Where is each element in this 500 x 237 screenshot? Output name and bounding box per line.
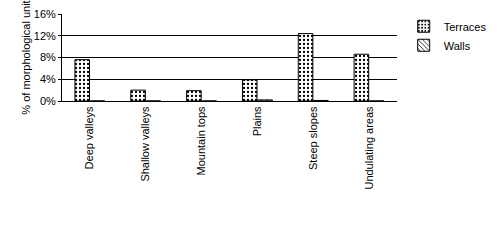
svg-text:Shallow valleys: Shallow valleys bbox=[139, 106, 151, 182]
svg-text:Deep valleys: Deep valleys bbox=[83, 106, 95, 169]
svg-text:% of morphological unit: % of morphological unit bbox=[20, 0, 32, 114]
svg-text:Walls: Walls bbox=[444, 40, 471, 52]
svg-text:Plains: Plains bbox=[251, 106, 263, 136]
svg-text:Undulating areas: Undulating areas bbox=[363, 106, 375, 190]
svg-text:8%: 8% bbox=[40, 51, 56, 63]
svg-text:12%: 12% bbox=[34, 30, 56, 42]
svg-text:Steep slopes: Steep slopes bbox=[307, 106, 319, 170]
svg-text:0%: 0% bbox=[40, 95, 56, 107]
svg-text:16%: 16% bbox=[34, 8, 56, 20]
svg-text:Terraces: Terraces bbox=[444, 21, 487, 33]
svg-text:Mountain tops: Mountain tops bbox=[195, 106, 207, 176]
svg-text:4%: 4% bbox=[40, 73, 56, 85]
